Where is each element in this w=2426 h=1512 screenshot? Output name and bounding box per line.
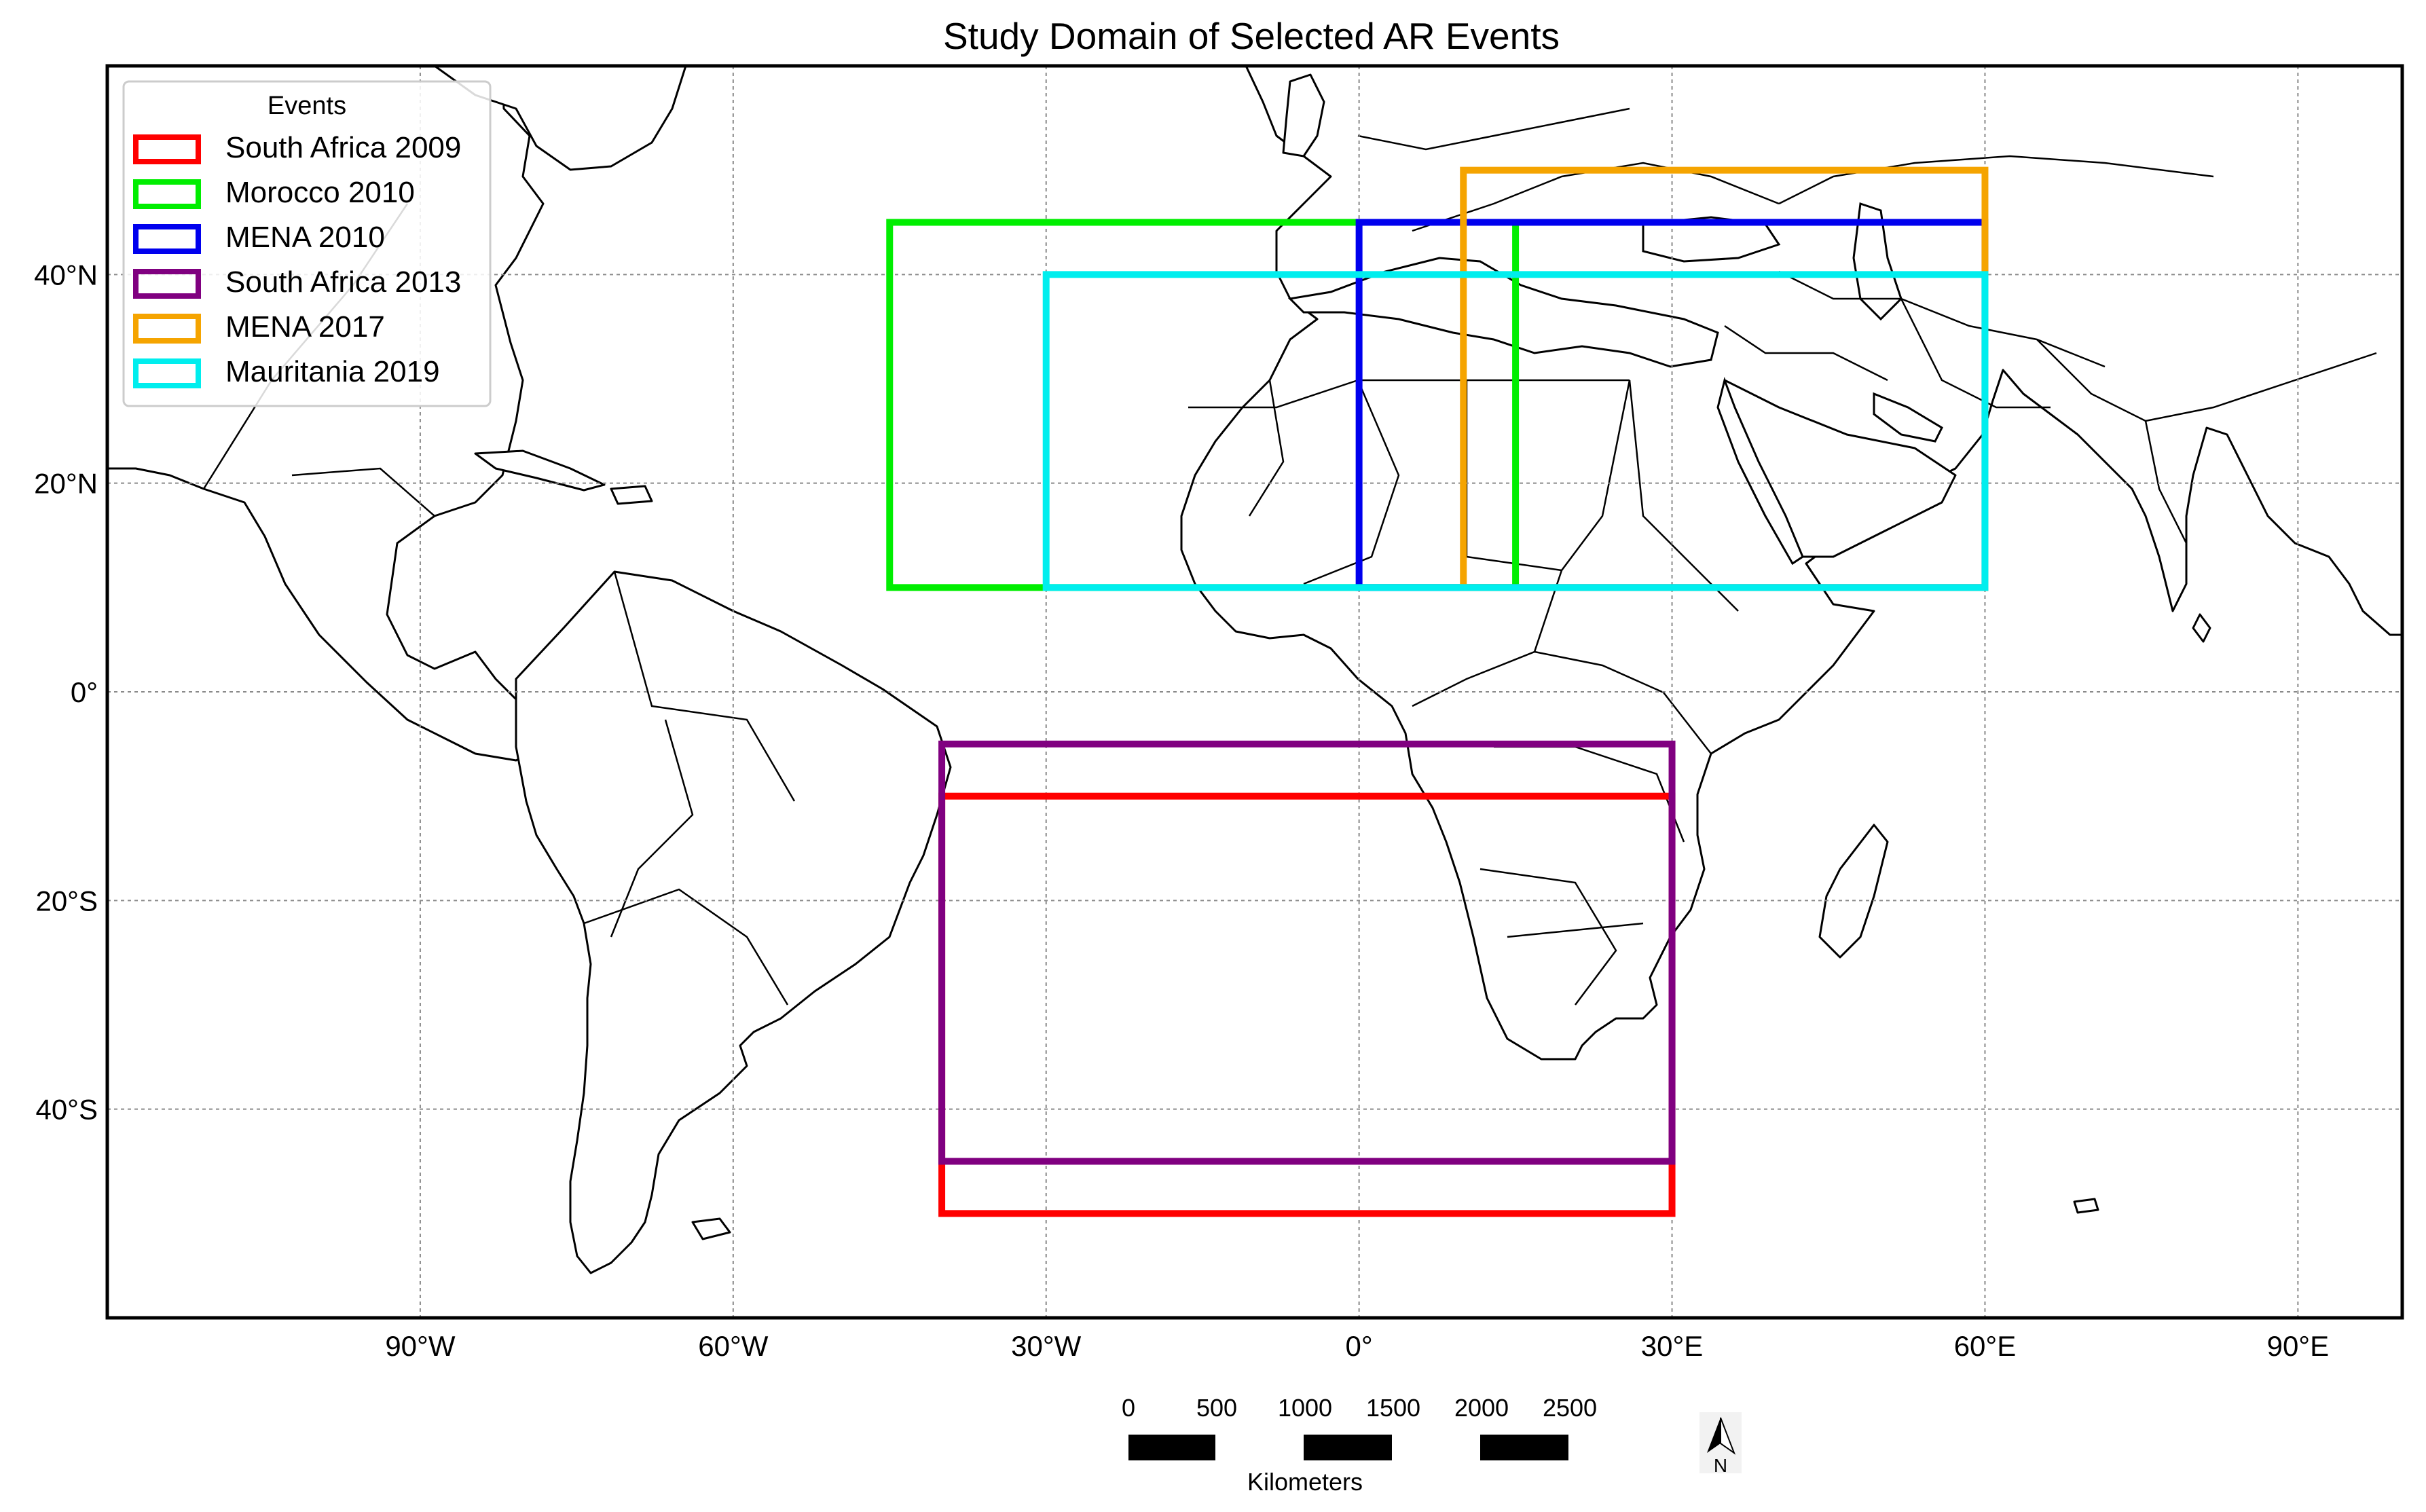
x-tick-label: 90°E — [2267, 1330, 2330, 1362]
british-isles — [1282, 73, 1325, 158]
legend-swatch — [133, 314, 201, 344]
cuba-island — [474, 449, 606, 492]
legend-label: South Africa 2013 — [225, 265, 461, 299]
x-tick-label: 30°E — [1641, 1330, 1704, 1362]
hispaniola-island — [610, 485, 653, 505]
legend-label: Morocco 2010 — [225, 176, 415, 209]
mediterranean-sea — [1287, 257, 1719, 368]
y-tick-label: 20°S — [35, 885, 98, 917]
scale-label: 0 — [1122, 1394, 1135, 1422]
caspian-sea — [1852, 202, 1903, 321]
scale-label: 500 — [1196, 1394, 1237, 1422]
map-area — [107, 66, 2402, 1318]
sri-lanka-island — [2192, 613, 2211, 643]
legend-swatch — [133, 358, 201, 388]
north-arrow-icon — [1707, 1418, 1721, 1453]
x-tick-labels: 90°W 60°W 30°W 0° 30°E 60°E 90°E — [385, 1330, 2329, 1362]
x-tick-label: 30°W — [1011, 1330, 1082, 1362]
scale-bar-segment — [1480, 1435, 1568, 1460]
legend-title: Events — [268, 92, 346, 120]
scale-label: 1000 — [1278, 1394, 1332, 1422]
legend-label: MENA 2017 — [225, 310, 385, 344]
x-tick-label: 0° — [1346, 1330, 1373, 1362]
legend: Events South Africa 2009 Morocco 2010 MENA… — [122, 80, 492, 407]
y-tick-label: 0° — [71, 676, 98, 708]
scale-bar-segment — [1128, 1435, 1215, 1460]
x-tick-label: 60°W — [698, 1330, 769, 1362]
legend-swatch — [133, 224, 201, 254]
scale-bar-segment — [1392, 1435, 1480, 1460]
y-tick-label: 40°N — [34, 259, 98, 291]
x-tick-label: 90°W — [385, 1330, 456, 1362]
y-tick-label: 20°N — [34, 468, 98, 500]
event-region-box — [938, 740, 1676, 1165]
north-arrow-label: N — [1714, 1455, 1727, 1476]
north-arrow: N — [1699, 1412, 1742, 1476]
scale-unit-label: Kilometers — [1247, 1468, 1363, 1496]
greenland-landmass — [433, 66, 687, 171]
madagascar-island — [1818, 824, 1889, 959]
graticule — [107, 66, 2402, 1318]
black-sea — [1642, 216, 1781, 263]
persian-gulf — [1873, 392, 1943, 443]
legend-swatch — [133, 179, 201, 209]
falkland-islands — [691, 1217, 731, 1240]
map-title: Study Domain of Selected AR Events — [943, 15, 1560, 57]
event-regions — [886, 166, 1989, 1217]
kerguelen-island — [2073, 1198, 2099, 1214]
y-tick-labels: 40°N 20°N 0° 20°S 40°S — [34, 259, 98, 1125]
scale-bar-segment — [1215, 1435, 1304, 1460]
scale-label: 1500 — [1366, 1394, 1420, 1422]
x-tick-label: 60°E — [1954, 1330, 2017, 1362]
event-region-box — [1042, 271, 1989, 591]
red-sea — [1716, 376, 1804, 566]
legend-box — [122, 80, 492, 407]
map-frame — [105, 64, 2404, 1320]
scale-label: 2500 — [1543, 1394, 1597, 1422]
legend-label: Mauritania 2019 — [225, 355, 440, 388]
land-layer — [107, 66, 2402, 1274]
legend-label: MENA 2010 — [225, 221, 385, 254]
legend-swatch — [133, 269, 201, 299]
legend-swatch — [133, 134, 201, 164]
scale-bar-segment — [1304, 1435, 1392, 1460]
scale-bar: 0 500 1000 1500 2000 2500 Kilometers — [1122, 1394, 1597, 1496]
y-tick-label: 40°S — [35, 1094, 98, 1126]
country-borders — [202, 107, 2377, 1006]
legend-label: South Africa 2009 — [225, 131, 461, 164]
scale-label: 2000 — [1454, 1394, 1509, 1422]
